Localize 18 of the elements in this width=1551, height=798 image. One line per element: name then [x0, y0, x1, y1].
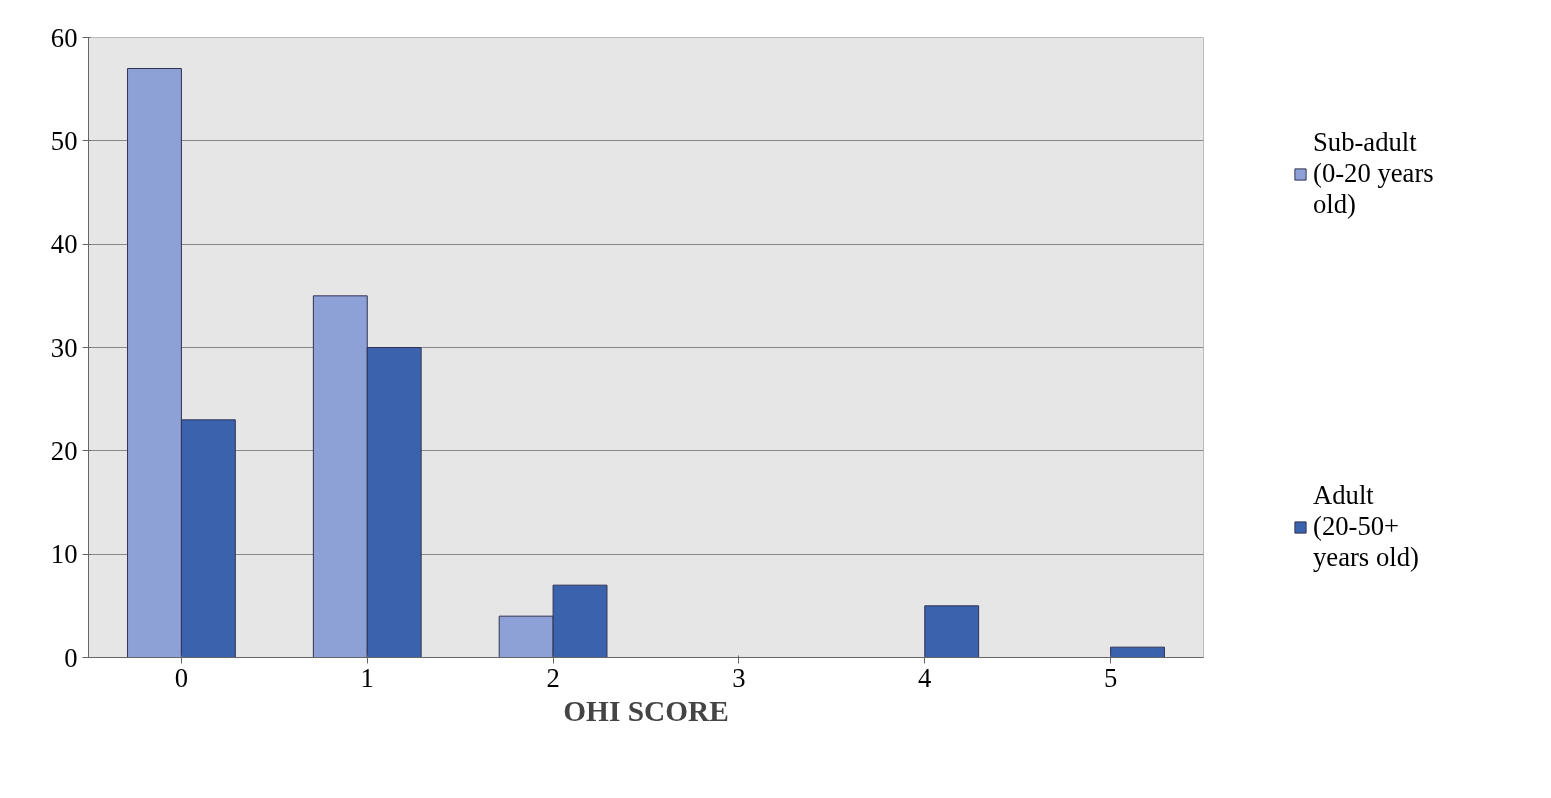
- bar: [924, 605, 980, 658]
- x-tick-label: 4: [918, 662, 932, 693]
- bar: [1110, 646, 1165, 658]
- y-tick-label: 60: [50, 22, 78, 53]
- legend-label: Sub-adult (0-20 years old): [1313, 127, 1434, 220]
- y-tick-label: 0: [64, 642, 78, 673]
- x-axis-title: OHI SCORE: [563, 694, 729, 727]
- x-tick-label: 5: [1103, 662, 1118, 693]
- x-tick-label: 1: [360, 662, 374, 693]
- y-tick-label: 20: [50, 435, 78, 466]
- x-tick-label: 2: [546, 662, 560, 693]
- x-tick-label: 3: [732, 662, 746, 693]
- legend-label: Adult (20-50+ years old): [1313, 480, 1419, 573]
- y-tick-label: 30: [50, 332, 78, 363]
- y-tick-label: 40: [50, 229, 78, 260]
- x-tick-label: 0: [174, 662, 189, 693]
- y-tick-label: 10: [50, 539, 78, 570]
- y-tick-label: 50: [50, 125, 78, 156]
